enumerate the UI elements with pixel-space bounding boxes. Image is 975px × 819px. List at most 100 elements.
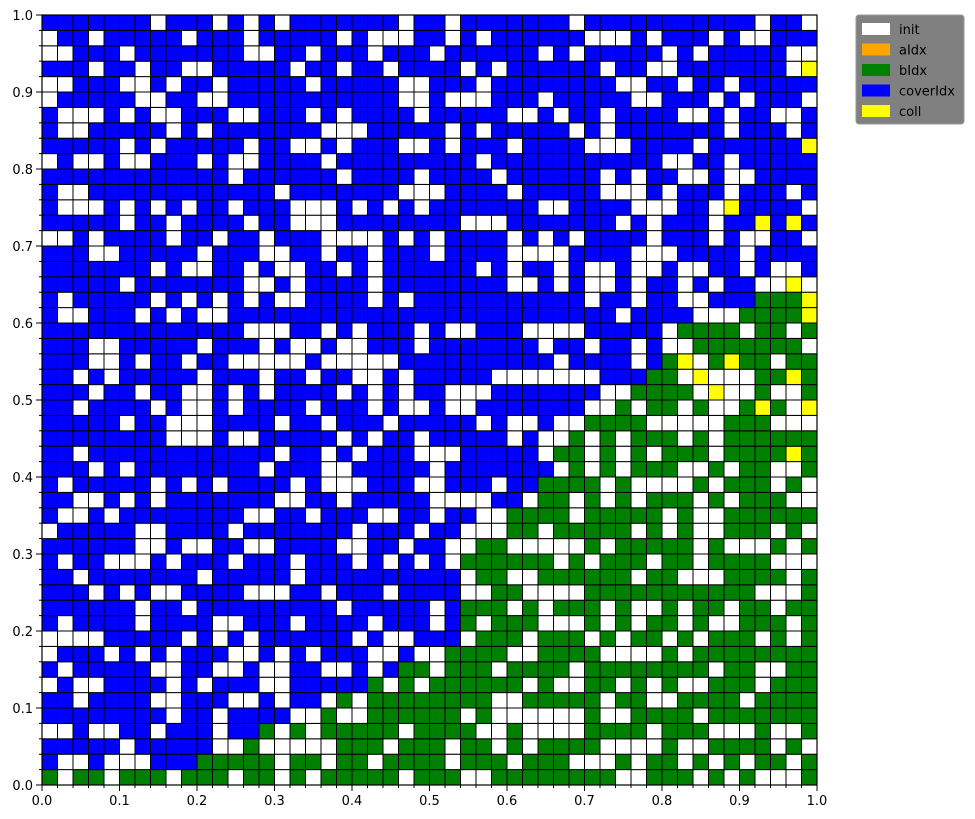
cell-bIdx [615, 661, 632, 678]
cell-coverIdx [336, 14, 353, 31]
cell-coverIdx [88, 276, 105, 293]
cell-bIdx [475, 707, 492, 724]
cell-init [336, 430, 353, 447]
cell-init [413, 168, 430, 185]
cell-bIdx [568, 738, 585, 755]
cell-coverIdx [150, 430, 167, 447]
cell-coverIdx [150, 615, 167, 632]
cell-coverIdx [367, 337, 384, 355]
cell-coverIdx [274, 568, 291, 586]
cell-init [274, 445, 291, 463]
cell-bIdx [584, 692, 601, 709]
cell-coverIdx [336, 91, 353, 108]
cell-coverIdx [289, 106, 306, 124]
cell-coverIdx [444, 76, 461, 93]
cell-coverIdx [382, 153, 399, 170]
cell-coverIdx [57, 676, 74, 694]
cell-init [537, 615, 554, 632]
cell-coverIdx [258, 707, 275, 724]
cell-coverIdx [320, 337, 337, 355]
cell-coverIdx [429, 538, 446, 555]
cell-coverIdx [382, 14, 399, 31]
cell-coverIdx [41, 399, 58, 416]
cell-coverIdx [382, 168, 399, 185]
cell-init [801, 414, 818, 432]
cell-coverIdx [134, 337, 151, 355]
cell-init [41, 522, 58, 540]
cell-coverIdx [243, 168, 260, 185]
cell-init [444, 753, 461, 771]
cell-init [429, 645, 446, 663]
cell-init [165, 676, 182, 694]
cell-coverIdx [382, 476, 399, 493]
cell-init [460, 584, 477, 601]
cell-coverIdx [553, 230, 570, 247]
cell-coverIdx [227, 507, 244, 524]
cell-coverIdx [661, 29, 678, 47]
cell-bIdx [723, 661, 740, 678]
cell-coverIdx [770, 60, 787, 78]
cell-init [134, 91, 151, 108]
cell-init [398, 14, 415, 31]
cell-coverIdx [134, 14, 151, 31]
cell-bIdx [646, 430, 663, 447]
cell-coverIdx [398, 599, 415, 617]
cell-init [134, 553, 151, 570]
cell-coverIdx [413, 276, 430, 293]
cell-coverIdx [429, 630, 446, 647]
cell-coverIdx [212, 245, 229, 262]
cell-coverIdx [801, 106, 818, 124]
cell-coverIdx [72, 522, 89, 540]
cell-init [351, 322, 368, 339]
cell-init [553, 368, 570, 386]
cell-coverIdx [801, 168, 818, 185]
cell-coverIdx [770, 214, 787, 232]
cell-init [413, 553, 430, 570]
cell-bIdx [289, 769, 306, 786]
cell-coverIdx [460, 122, 477, 139]
cell-coverIdx [165, 538, 182, 555]
cell-init [243, 630, 260, 647]
cell-bIdx [413, 769, 430, 786]
cell-coverIdx [723, 291, 740, 309]
cell-coverIdx [150, 676, 167, 694]
cell-coverIdx [212, 199, 229, 216]
cell-coverIdx [382, 430, 399, 447]
cell-coverIdx [227, 368, 244, 386]
cell-coverIdx [274, 630, 291, 647]
cell-coverIdx [615, 153, 632, 170]
cell-coverIdx [491, 307, 508, 324]
cell-coverIdx [429, 276, 446, 293]
cell-init [630, 91, 647, 108]
cell-init [88, 722, 105, 740]
cell-coverIdx [57, 584, 74, 601]
cell-coverIdx [150, 245, 167, 262]
cell-init [785, 260, 802, 278]
cell-bIdx [646, 584, 663, 601]
cell-bIdx [646, 769, 663, 786]
cell-coverIdx [568, 384, 585, 401]
cell-coverIdx [181, 553, 198, 570]
cell-coverIdx [615, 337, 632, 355]
cell-coverIdx [243, 599, 260, 617]
cell-coverIdx [274, 230, 291, 247]
cell-coverIdx [289, 45, 306, 62]
cell-coverIdx [599, 153, 616, 170]
cell-init [274, 353, 291, 370]
cell-coverIdx [398, 307, 415, 324]
cell-coverIdx [367, 214, 384, 232]
cell-coverIdx [382, 276, 399, 293]
cell-init [367, 661, 384, 678]
cell-coverIdx [196, 553, 213, 570]
cell-bIdx [475, 630, 492, 647]
cell-bIdx [630, 461, 647, 478]
cell-coverIdx [150, 276, 167, 293]
cell-coverIdx [754, 245, 771, 262]
cell-coverIdx [119, 676, 136, 694]
cell-init [258, 384, 275, 401]
cell-coverIdx [57, 14, 74, 31]
cell-coverIdx [274, 522, 291, 540]
cell-coverIdx [196, 584, 213, 601]
cell-coverIdx [196, 461, 213, 478]
